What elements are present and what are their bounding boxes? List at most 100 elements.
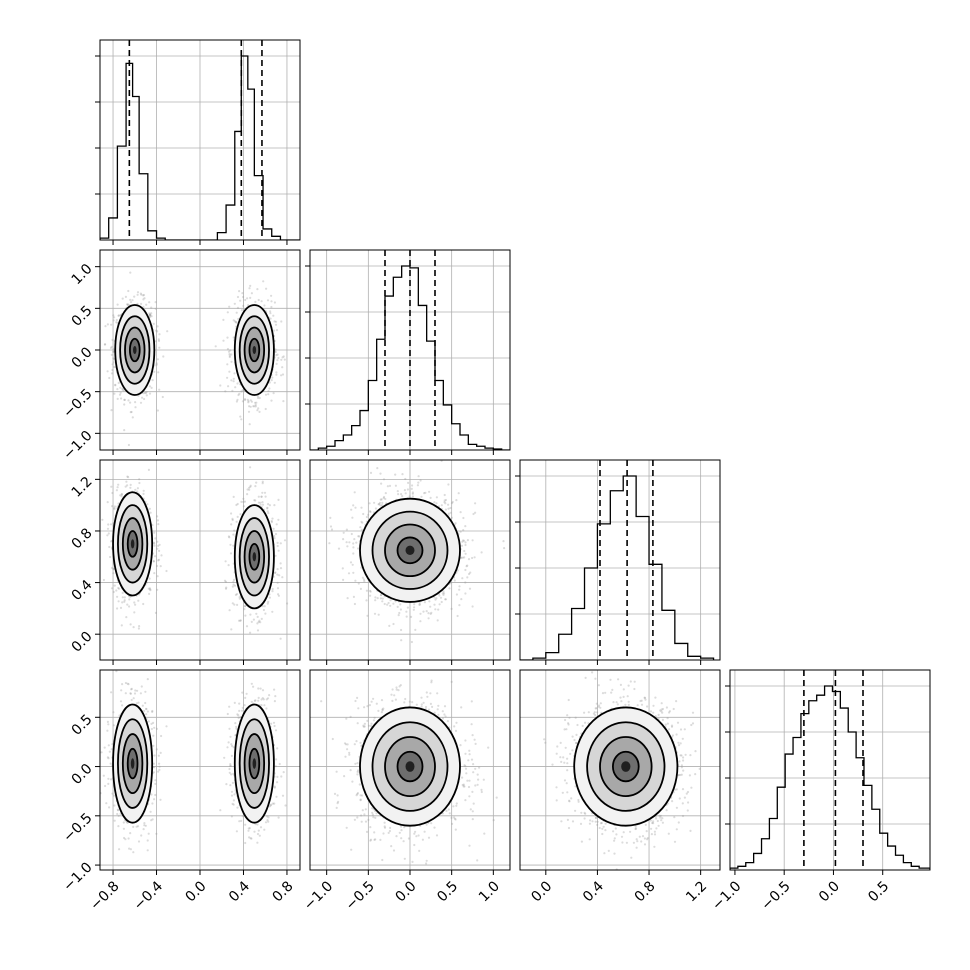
scatter-point <box>143 297 146 300</box>
scatter-point <box>254 403 257 406</box>
scatter-point <box>241 292 244 295</box>
scatter-point <box>428 490 431 493</box>
scatter-point <box>153 370 156 373</box>
scatter-point <box>129 271 132 274</box>
scatter-point <box>380 593 383 597</box>
scatter-panel-1-2 <box>310 460 510 660</box>
scatter-point <box>275 523 278 526</box>
scatter-point <box>240 390 243 393</box>
scatter-point <box>429 496 432 499</box>
scatter-point <box>267 503 270 506</box>
scatter-point <box>256 622 259 625</box>
scatter-point <box>248 488 251 491</box>
scatter-point <box>229 543 232 546</box>
scatter-point <box>228 353 231 356</box>
scatter-point <box>238 597 241 600</box>
scatter-point <box>256 409 259 412</box>
scatter-point <box>443 501 446 504</box>
scatter-point <box>276 581 279 584</box>
scatter-point <box>111 338 114 341</box>
scatter-point <box>270 399 273 402</box>
scatter-point <box>272 314 275 317</box>
scatter-point <box>405 610 408 613</box>
scatter-point <box>281 356 284 359</box>
scatter-point <box>110 566 114 570</box>
scatter-point <box>389 599 392 602</box>
scatter-point <box>254 485 257 488</box>
scatter-point <box>154 301 157 304</box>
scatter-point <box>249 484 252 487</box>
scatter-point <box>155 564 159 568</box>
scatter-point <box>123 596 126 599</box>
scatter-point <box>115 318 118 322</box>
scatter-point <box>269 317 272 320</box>
scatter-point <box>443 499 446 502</box>
scatter-point <box>233 584 237 587</box>
scatter-point <box>274 320 278 323</box>
scatter-point <box>367 513 370 517</box>
scatter-point <box>360 528 363 531</box>
scatter-point <box>240 500 243 503</box>
histogram-step <box>100 55 300 240</box>
scatter-point <box>441 592 444 595</box>
scatter-point <box>329 525 333 528</box>
scatter-point <box>136 487 139 490</box>
scatter-point <box>267 393 270 396</box>
scatter-point <box>158 346 161 349</box>
scatter-point <box>346 597 349 600</box>
scatter-point <box>271 587 274 591</box>
scatter-point <box>379 594 383 597</box>
scatter-point <box>376 597 379 600</box>
contour-line <box>248 542 261 571</box>
scatter-point <box>257 298 260 302</box>
scatter-point <box>269 310 272 313</box>
scatter-point <box>420 495 423 498</box>
density-shade <box>133 345 137 355</box>
scatter-point <box>346 545 349 548</box>
scatter-point <box>119 494 122 497</box>
scatter-point <box>275 354 278 357</box>
scatter-point <box>228 536 231 539</box>
scatter-point <box>106 323 109 326</box>
scatter-point <box>249 399 252 402</box>
scatter-point <box>147 587 150 590</box>
scatter-point <box>434 598 437 601</box>
contour-line <box>119 315 151 385</box>
scatter-point <box>369 589 372 592</box>
scatter-point <box>267 511 270 515</box>
scatter-point <box>123 398 126 401</box>
scatter-point <box>154 307 157 310</box>
scatter-point <box>233 372 236 375</box>
scatter-point <box>474 502 477 505</box>
histogram-panel-2 <box>520 460 720 660</box>
scatter-point <box>440 504 443 507</box>
histogram-step <box>730 685 930 870</box>
scatter-point <box>150 315 153 318</box>
scatter-point <box>129 298 132 301</box>
scatter-point <box>102 578 105 582</box>
scatter-point <box>148 313 151 316</box>
scatter-point <box>427 617 430 620</box>
scatter-point <box>362 578 366 581</box>
scatter-point <box>277 498 280 501</box>
scatter-point <box>151 379 154 382</box>
scatter-point <box>117 502 120 505</box>
scatter-point <box>279 637 282 640</box>
scatter-point <box>103 343 106 346</box>
scatter-point <box>149 511 152 514</box>
scatter-point <box>125 480 128 483</box>
scatter-point <box>157 523 160 526</box>
scatter-point <box>231 602 234 605</box>
scatter-point <box>229 552 233 555</box>
scatter-point <box>165 569 168 573</box>
scatter-point <box>246 398 249 401</box>
scatter-point <box>112 357 115 360</box>
scatter-point <box>281 576 284 579</box>
contour-line <box>124 326 146 374</box>
scatter-point <box>389 604 392 607</box>
scatter-point <box>434 608 437 611</box>
scatter-point <box>460 598 463 601</box>
scatter-point <box>461 577 464 580</box>
scatter-point <box>129 401 132 404</box>
scatter-point <box>142 293 146 297</box>
